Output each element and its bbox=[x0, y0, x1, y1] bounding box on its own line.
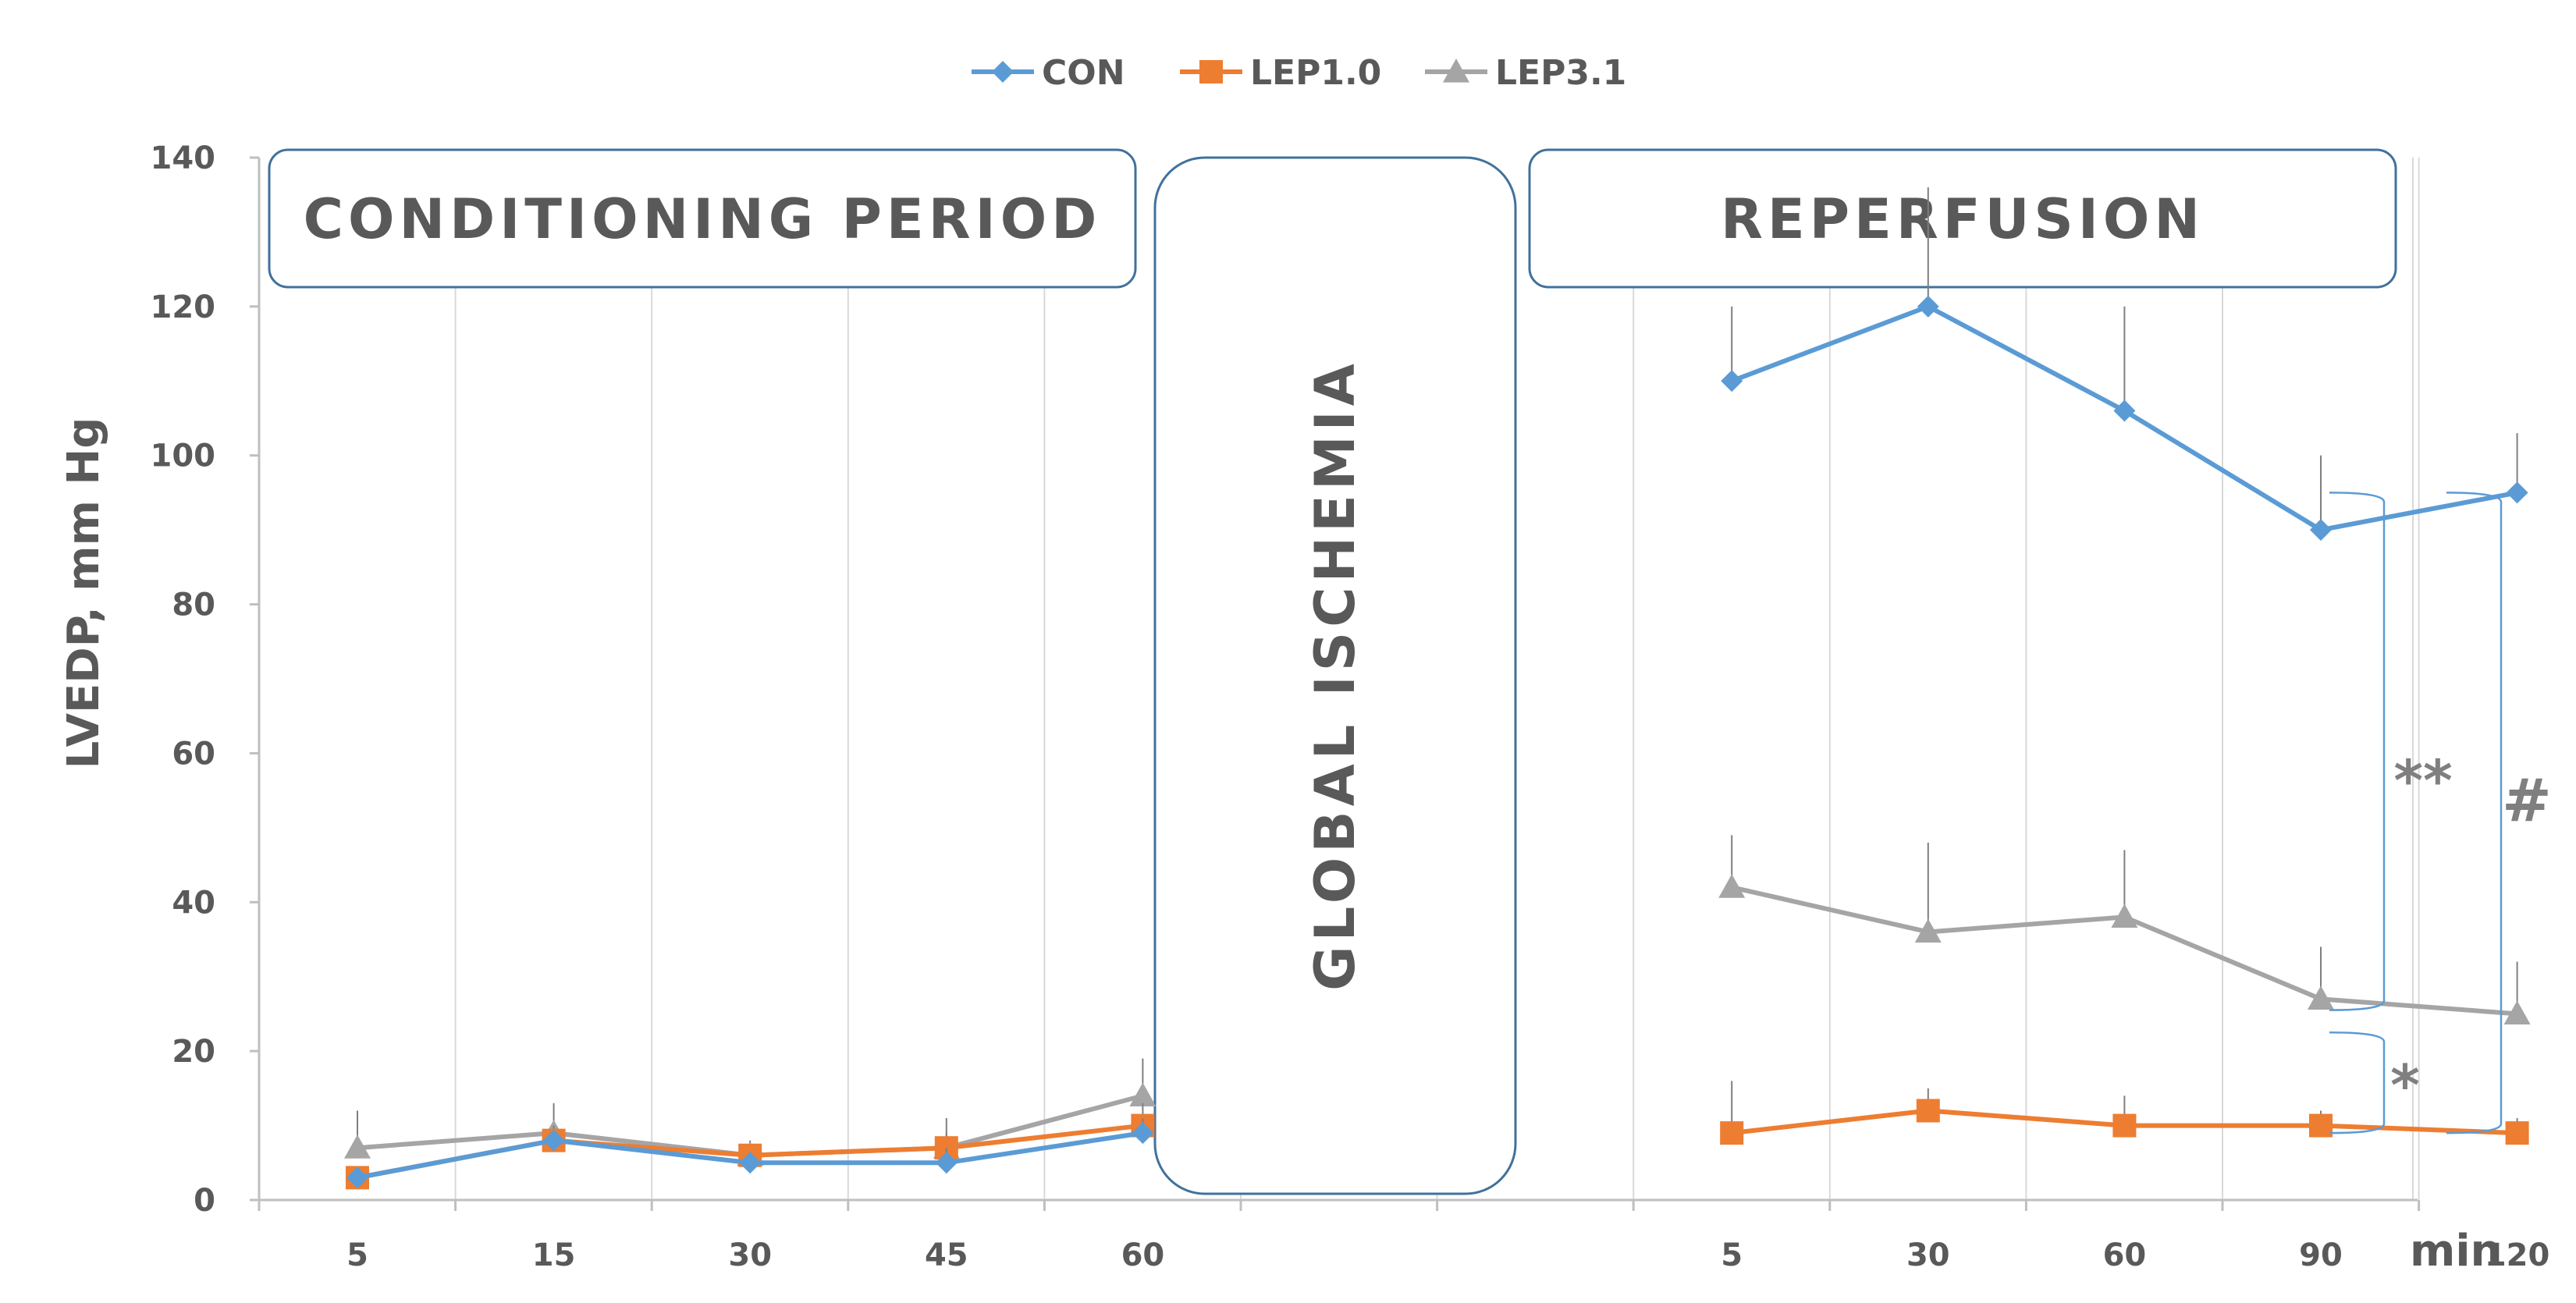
x-axis-unit: min bbox=[2410, 1226, 2501, 1276]
x-tick-label: 90 bbox=[2299, 1237, 2343, 1273]
data-point bbox=[542, 1129, 565, 1152]
legend-item-lep1-0: LEP1.0 bbox=[1180, 53, 1381, 93]
conditioning-period-label: CONDITIONING PERIOD bbox=[304, 187, 1102, 251]
legend-item-lep3-1: LEP3.1 bbox=[1425, 53, 1626, 93]
y-axis-title: LVEDP, mm Hg bbox=[59, 417, 109, 769]
data-point bbox=[1917, 295, 1939, 318]
reperfusion-box bbox=[1528, 148, 2397, 289]
bracket-con-vs-lep1 bbox=[2446, 492, 2503, 1134]
global-ischemia-box bbox=[1153, 156, 1517, 1195]
y-tick-label: 20 bbox=[172, 1034, 215, 1070]
x-tick-label: 5 bbox=[346, 1237, 368, 1273]
x-tick-label: 60 bbox=[2103, 1237, 2147, 1273]
data-point bbox=[935, 1152, 958, 1174]
x-tick-label: 45 bbox=[925, 1237, 968, 1273]
data-point bbox=[2506, 481, 2528, 504]
significance-hash: # bbox=[2502, 765, 2552, 835]
x-tick-label: 60 bbox=[1121, 1237, 1165, 1273]
data-point bbox=[2309, 1113, 2333, 1138]
data-point bbox=[344, 1134, 371, 1159]
data-point bbox=[2503, 1000, 2531, 1025]
y-tick-label: 60 bbox=[172, 736, 215, 772]
significance-double-star: ** bbox=[2393, 747, 2452, 813]
data-point bbox=[1721, 370, 1743, 392]
data-point bbox=[1132, 1122, 1154, 1145]
x-tick-label: 30 bbox=[728, 1237, 772, 1273]
y-tick-label: 100 bbox=[151, 438, 216, 474]
legend: CON LEP1.0 LEP3.1 bbox=[972, 53, 1626, 93]
data-point bbox=[1914, 918, 1942, 943]
data-point bbox=[2308, 985, 2334, 1010]
data-point bbox=[2112, 1113, 2137, 1138]
data-point bbox=[346, 1166, 368, 1189]
bracket-lep3-vs-lep1 bbox=[2329, 1031, 2386, 1134]
x-tick-label: 5 bbox=[1721, 1237, 1743, 1273]
legend-label: LEP1.0 bbox=[1250, 53, 1381, 93]
bracket-con-vs-lep3 bbox=[2329, 492, 2386, 1011]
y-tick-label: 140 bbox=[151, 140, 216, 176]
data-point bbox=[1718, 874, 1746, 898]
data-point bbox=[2111, 904, 2138, 928]
reperfusion-label: REPERFUSION bbox=[1721, 187, 2205, 251]
legend-label: LEP3.1 bbox=[1495, 53, 1626, 93]
y-tick-label: 0 bbox=[194, 1183, 215, 1219]
global-ischemia-label: GLOBAL ISCHEMIA bbox=[1303, 359, 1367, 991]
legend-marker bbox=[1443, 59, 1469, 83]
series-con bbox=[346, 187, 2528, 1189]
data-point bbox=[1720, 1121, 1744, 1145]
legend-marker bbox=[1199, 60, 1223, 83]
axes: 0 20 40 60 80 100 120 140 5 15 30 45 60 5 30 60 90 120 bbox=[151, 140, 2550, 1273]
x-tick-label: 120 bbox=[2485, 1237, 2550, 1273]
series-layer bbox=[344, 187, 2531, 1190]
legend-item-con: CON bbox=[972, 53, 1125, 93]
x-tick-label: 30 bbox=[1906, 1237, 1950, 1273]
data-point bbox=[2310, 519, 2332, 541]
significance-single-star: * bbox=[2390, 1053, 2420, 1118]
legend-label: CON bbox=[1042, 53, 1125, 93]
y-tick-label: 80 bbox=[172, 588, 215, 623]
y-tick-label: 40 bbox=[172, 885, 215, 921]
conditioning-period-box bbox=[268, 148, 1137, 289]
data-point bbox=[739, 1152, 762, 1174]
x-tick-label: 15 bbox=[532, 1237, 576, 1273]
y-tick-label: 120 bbox=[151, 289, 216, 325]
legend-marker bbox=[992, 61, 1014, 83]
data-point bbox=[2113, 399, 2136, 422]
significance-annotations: ***# bbox=[2329, 492, 2552, 1134]
data-point bbox=[1916, 1099, 1940, 1123]
data-point bbox=[1129, 1082, 1157, 1106]
data-point bbox=[2505, 1121, 2529, 1145]
